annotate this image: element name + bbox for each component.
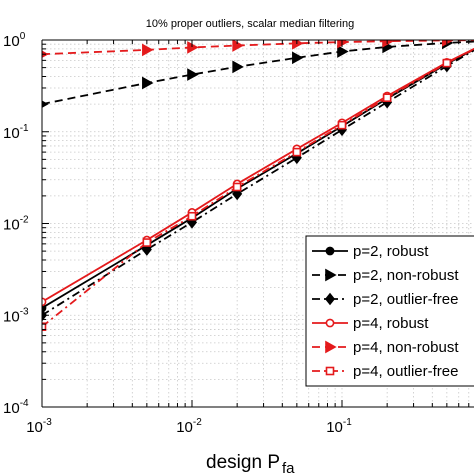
x-tick-label: 10-3	[26, 417, 52, 436]
y-tick-label: 10-4	[3, 398, 29, 417]
data-point	[382, 93, 392, 103]
y-tick-label: 10-2	[3, 215, 29, 234]
data-point	[187, 68, 199, 81]
legend-entry: p=2, non-robust	[312, 267, 459, 284]
legend-entry: p=4, robust	[312, 315, 429, 332]
legend-box	[305, 235, 474, 387]
data-point	[325, 366, 335, 376]
legend-label: p=4, outlier-free	[353, 363, 458, 380]
data-point	[142, 76, 154, 90]
legend-label: p=2, robust	[353, 243, 429, 260]
series-line	[42, 40, 474, 56]
data-point	[292, 51, 304, 65]
data-point	[337, 45, 349, 58]
data-point	[142, 43, 154, 57]
data-point	[325, 318, 335, 328]
data-point	[324, 292, 336, 306]
ticks	[41, 39, 470, 408]
legend-label: p=2, outlier-free	[353, 291, 458, 308]
data-point	[232, 187, 243, 201]
x-tick-label: 10-2	[176, 417, 202, 436]
data-point	[187, 211, 197, 221]
series-line	[42, 40, 474, 106]
data-point	[442, 58, 452, 68]
legend-entry: p=4, outlier-free	[312, 363, 458, 380]
data-point	[292, 147, 302, 157]
legend-label: p=2, non-robust	[353, 267, 459, 284]
y-tick-label: 100	[3, 31, 26, 50]
legend-label: p=4, robust	[353, 315, 429, 332]
data-point	[42, 322, 47, 332]
data-point	[142, 238, 152, 247]
x-tick-label: 10-1	[326, 417, 352, 436]
legend-entry: p=2, outlier-free	[312, 291, 458, 308]
y-tick-label: 10-1	[3, 123, 29, 142]
data-point	[325, 340, 337, 354]
y-tick-label: 10-3	[3, 306, 29, 325]
data-point	[337, 120, 347, 130]
series-layer	[42, 40, 474, 332]
legend: p=2, robust p=2, non-robust p=2, outlier-f…	[305, 235, 474, 387]
series-5	[42, 40, 474, 58]
x-axis-label: design P	[206, 452, 280, 473]
legend-entry: p=4, non-robust	[312, 339, 459, 356]
x-axis-label-subscript: fa	[282, 460, 295, 474]
legend-label: p=4, non-robust	[353, 339, 459, 356]
data-point	[325, 268, 337, 282]
data-point	[232, 182, 242, 192]
data-point	[325, 246, 335, 256]
data-point	[141, 243, 152, 256]
series-line	[42, 49, 474, 317]
legend-entry: p=2, robust	[312, 243, 429, 260]
series-6	[42, 48, 474, 332]
data-point	[232, 60, 244, 74]
chart-title: 10% proper outliers, scalar median filte…	[146, 18, 355, 30]
grid	[41, 39, 474, 408]
